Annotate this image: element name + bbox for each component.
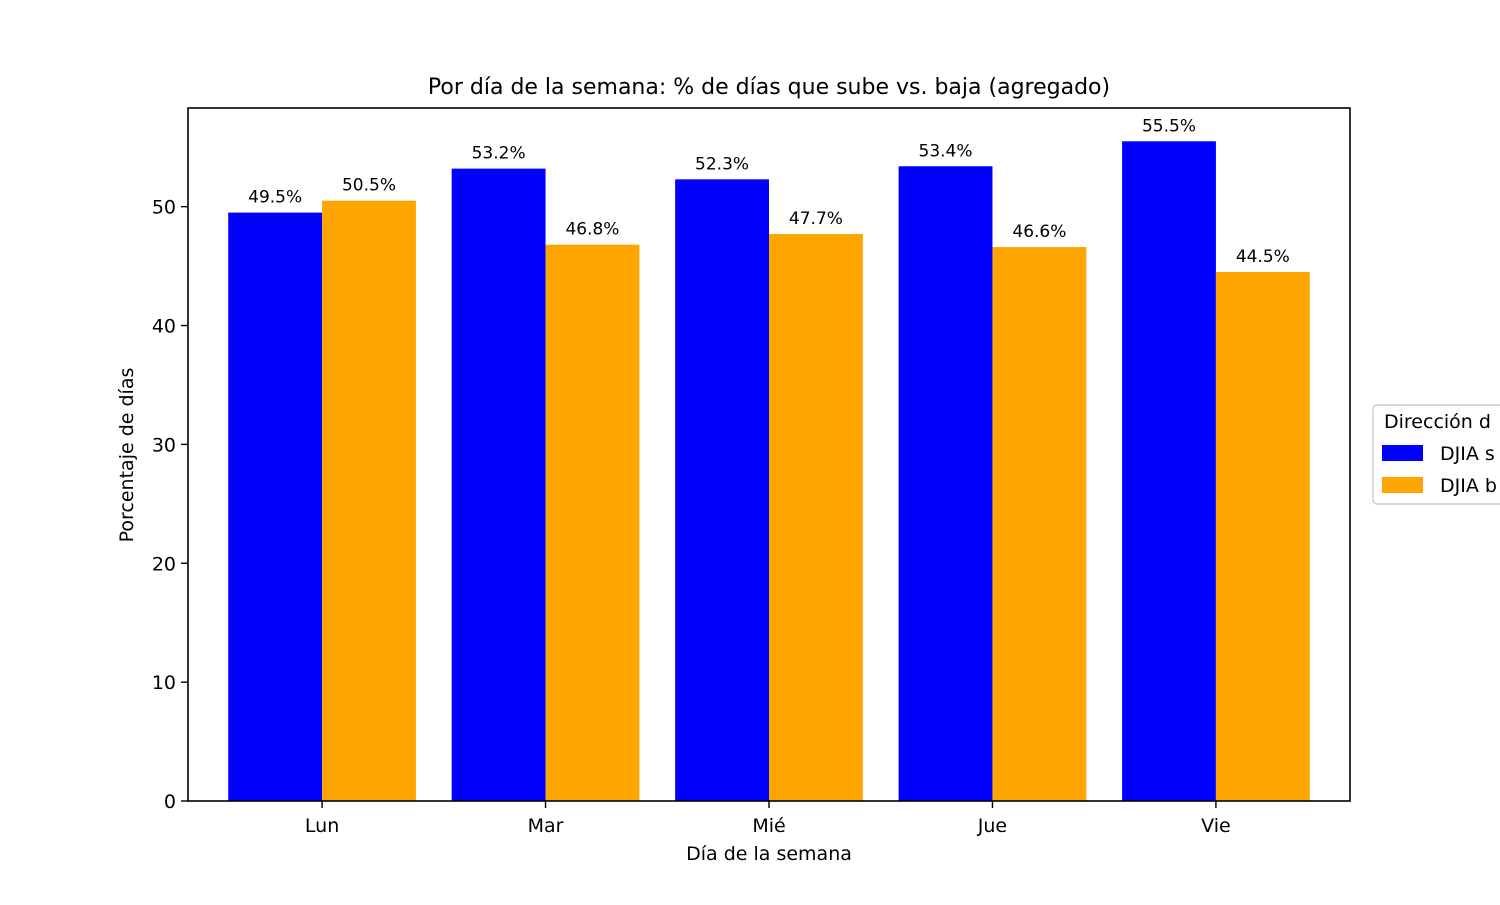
x-axis: Lun Mar Mié Jue Vie [305, 801, 1231, 837]
legend: Dirección d DJIA s DJIA b [1372, 404, 1500, 505]
bar-down-Mar [545, 244, 640, 801]
x-tick-label-Vie: Vie [1201, 815, 1231, 837]
bar-down-Vie [1215, 272, 1310, 801]
x-tick-label-Jue: Jue [977, 815, 1007, 837]
legend-swatch-up [1382, 445, 1423, 461]
legend-label-down: DJIA b [1440, 475, 1497, 497]
bar-up-Mié [675, 179, 769, 801]
bar-up-Jue [898, 166, 993, 801]
x-tick-label-Lun: Lun [305, 815, 339, 837]
bar-label-down-Lun: 50.5% [342, 176, 396, 196]
bar-up-Mar [451, 168, 546, 801]
bar-label-down-Jue: 46.6% [1012, 222, 1066, 242]
y-tick-label: 40 [152, 316, 176, 338]
bar-down-Mié [769, 234, 863, 801]
x-tick-label-Mié: Mié [752, 815, 785, 837]
y-tick-label: 50 [152, 197, 176, 219]
legend-title: Dirección d [1384, 411, 1491, 433]
y-axis: 0 10 20 30 40 50 [152, 197, 188, 813]
legend-swatch-down [1382, 477, 1423, 493]
y-tick-label: 0 [164, 791, 176, 813]
bar-down-Jue [992, 247, 1087, 801]
legend-label-up: DJIA s [1440, 443, 1495, 465]
y-tick-label: 10 [152, 672, 176, 694]
bar-label-down-Mié: 47.7% [789, 209, 843, 229]
bar-label-down-Vie: 44.5% [1236, 247, 1290, 267]
bars-layer [228, 141, 1310, 802]
bar-up-Lun [228, 212, 323, 802]
bar-label-up-Vie: 55.5% [1142, 116, 1196, 136]
y-tick-label: 20 [152, 553, 176, 575]
x-tick-label-Mar: Mar [528, 815, 564, 837]
y-axis-label: Porcentaje de días [116, 368, 138, 543]
bar-label-up-Lun: 49.5% [248, 188, 302, 208]
x-axis-label: Día de la semana [686, 843, 852, 865]
bar-up-Vie [1122, 141, 1216, 801]
bar-label-up-Mar: 53.2% [472, 144, 526, 164]
bar-down-Lun [322, 200, 416, 802]
bar-labels-layer: 49.5% 53.2% 52.3% 53.4% 55.5% 50.5% 46.8% 47.7%… [248, 116, 1290, 267]
y-tick-label: 30 [152, 434, 176, 456]
chart-title: Por día de la semana: % de días que sube… [428, 75, 1110, 100]
bar-label-up-Jue: 53.4% [919, 141, 973, 161]
bar-label-down-Mar: 46.8% [565, 220, 619, 240]
bar-label-up-Mié: 52.3% [695, 154, 749, 174]
